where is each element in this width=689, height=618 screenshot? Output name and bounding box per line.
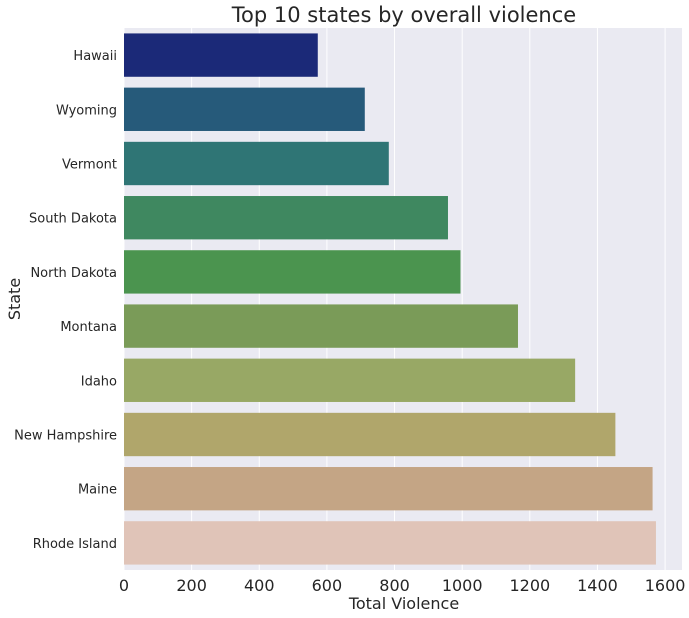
y-tick-label: Idaho (81, 374, 117, 389)
x-tick-label: 1000 (442, 576, 483, 595)
x-tick-label: 1400 (577, 576, 618, 595)
bar (124, 33, 318, 77)
x-tick-label: 1600 (645, 576, 686, 595)
bar (124, 87, 365, 131)
bar (124, 467, 653, 511)
x-axis-label: Total Violence (348, 594, 459, 613)
y-axis-label: State (5, 278, 24, 320)
y-tick-label: Vermont (62, 158, 117, 173)
bar (124, 250, 461, 294)
y-tick-label: Wyoming (56, 103, 117, 118)
bar (124, 304, 518, 348)
x-tick-label: 1200 (509, 576, 550, 595)
bars (124, 33, 656, 565)
x-tick-labels: 0 200 400 600 800 1000 1200 1400 1600 (119, 576, 686, 595)
bar (124, 358, 576, 402)
y-tick-label: North Dakota (30, 266, 117, 281)
x-tick-label: 0 (119, 576, 129, 595)
y-tick-label: South Dakota (29, 212, 117, 227)
y-tick-label: Hawaii (73, 49, 117, 64)
bar (124, 412, 616, 457)
chart-title: Top 10 states by overall violence (231, 3, 576, 27)
x-tick-label: 600 (312, 576, 343, 595)
y-tick-label: Maine (78, 483, 117, 498)
y-tick-label: New Hampshire (14, 429, 117, 444)
y-tick-label: Rhode Island (33, 537, 117, 552)
y-tick-labels: Hawaii Wyoming Vermont South Dakota North Da… (14, 49, 117, 552)
bar (124, 521, 656, 565)
bar (124, 141, 389, 186)
x-tick-label: 800 (379, 576, 410, 595)
x-tick-label: 200 (176, 576, 207, 595)
y-tick-label: Montana (60, 320, 117, 335)
bar (124, 196, 448, 240)
x-tick-label: 400 (244, 576, 275, 595)
